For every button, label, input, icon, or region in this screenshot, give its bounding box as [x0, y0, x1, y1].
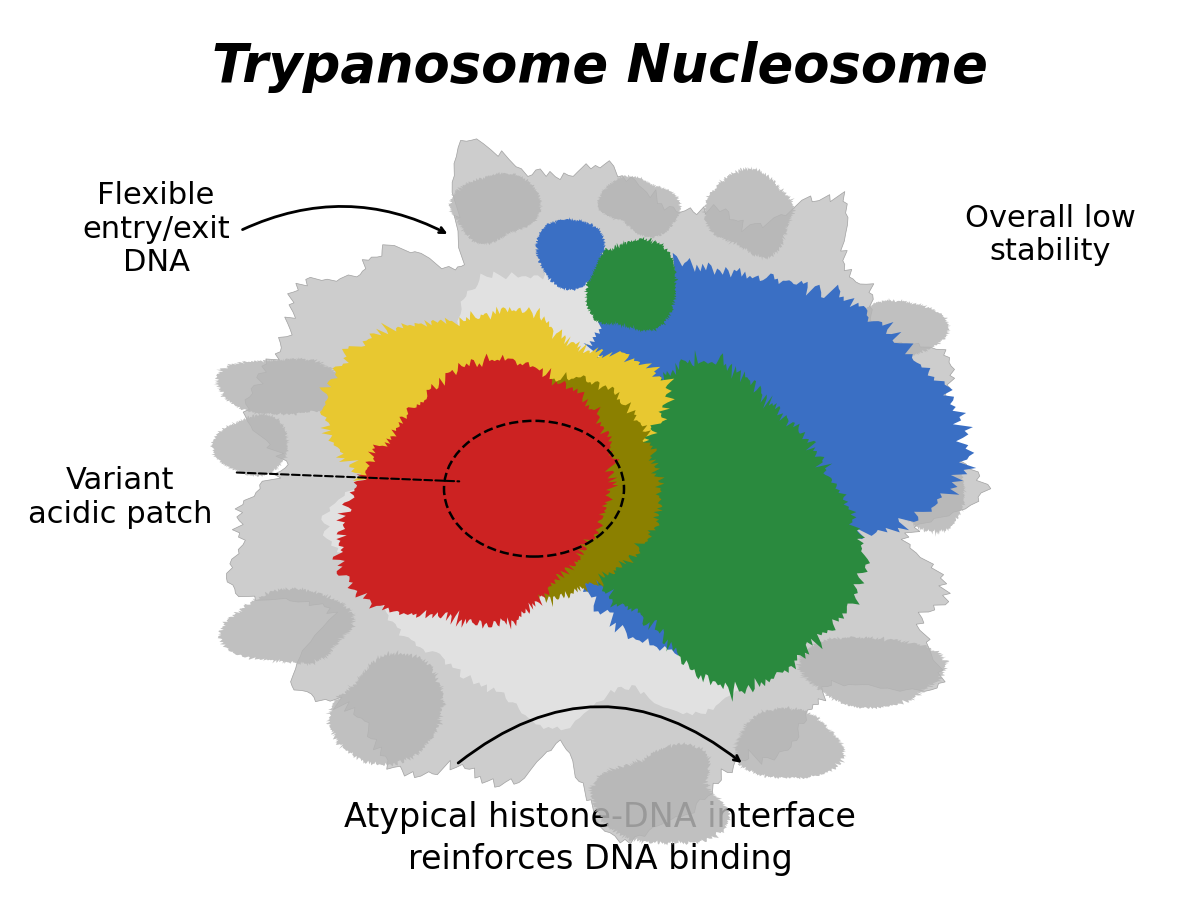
Polygon shape	[556, 252, 977, 662]
Polygon shape	[322, 254, 874, 730]
Polygon shape	[418, 372, 665, 607]
Text: Trypanosome Nucleosome: Trypanosome Nucleosome	[212, 41, 988, 92]
Polygon shape	[856, 298, 950, 359]
Polygon shape	[701, 167, 796, 261]
Polygon shape	[589, 350, 870, 702]
Polygon shape	[882, 423, 967, 537]
Polygon shape	[793, 636, 949, 710]
Text: Atypical histone-DNA interface: Atypical histone-DNA interface	[344, 801, 856, 834]
Polygon shape	[227, 138, 991, 844]
Polygon shape	[732, 706, 846, 779]
Polygon shape	[583, 237, 678, 333]
Polygon shape	[325, 650, 446, 767]
Polygon shape	[588, 742, 731, 845]
Polygon shape	[448, 172, 544, 245]
Text: Overall low
stability: Overall low stability	[965, 204, 1135, 266]
Polygon shape	[217, 587, 356, 666]
Polygon shape	[332, 354, 619, 630]
Polygon shape	[210, 413, 290, 477]
Text: Flexible
entry/exit
DNA: Flexible entry/exit DNA	[82, 181, 230, 277]
Text: reinforces DNA binding: reinforces DNA binding	[408, 843, 792, 876]
Text: Variant
acidic patch: Variant acidic patch	[28, 466, 212, 529]
Polygon shape	[214, 357, 356, 415]
Polygon shape	[596, 175, 682, 238]
Polygon shape	[534, 217, 606, 291]
Polygon shape	[319, 307, 674, 589]
